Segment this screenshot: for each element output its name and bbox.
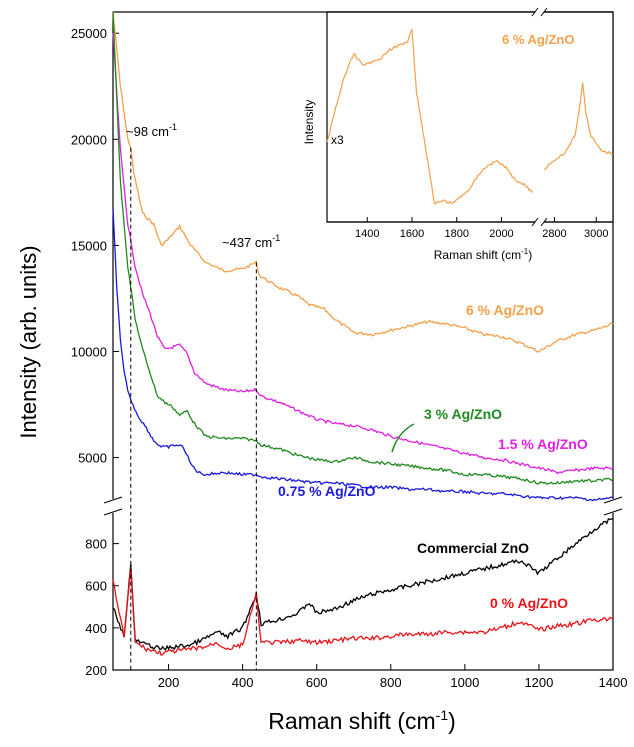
- x-tick-label: 400: [232, 675, 254, 690]
- peak-markers: [130, 147, 257, 670]
- y-axis-title: Intensity (arb. units): [16, 245, 41, 438]
- inset-break-gap: [535, 5, 544, 229]
- lower-plot-frame: [112, 511, 614, 671]
- y-tick-label-lower: 600: [85, 579, 107, 594]
- y-tick-label-upper: 25000: [71, 26, 107, 41]
- inset-series-line: [326, 27, 534, 205]
- x-tick-label: 1200: [524, 675, 553, 690]
- inset-break-mark-bottom-2: [540, 217, 548, 227]
- series-line: [112, 11, 614, 353]
- peak-label-98: ~98 cm-1: [126, 122, 177, 139]
- inset-x-tick-label: 1400: [355, 228, 379, 240]
- inset-series-group: [326, 27, 614, 205]
- y-tick-label-upper: 20000: [71, 132, 107, 147]
- y-tick-label-lower: 800: [85, 537, 107, 552]
- x-axis-title: Raman shift (cm-1): [268, 707, 456, 734]
- y-tick-label-upper: 15000: [71, 238, 107, 253]
- x-tick-label: 800: [380, 675, 402, 690]
- x-tick-label: 600: [306, 675, 328, 690]
- axis-break-mark-left-1: [103, 496, 123, 504]
- y-tick-label-lower: 200: [85, 663, 107, 678]
- x-tick-label: 1400: [599, 675, 628, 690]
- inset-break-mark-top-1: [531, 7, 539, 17]
- series-line: [112, 567, 614, 657]
- axis-break-mark-right-1: [603, 496, 623, 504]
- series-3pct-pointer: [391, 423, 415, 453]
- x-tick-label: 1000: [450, 675, 479, 690]
- inset-chart: 1400 1600 1800 2000 2800 3000 6 % Ag/ZnO x3 I…: [302, 5, 614, 262]
- inset-break-mark-bottom-1: [531, 217, 539, 227]
- inset-x-tick-label: 1600: [400, 228, 424, 240]
- series-label-0-75pct: 0.75 % Ag/ZnO: [278, 483, 376, 499]
- inset-x-tick-label: 2800: [542, 228, 566, 240]
- inset-y-axis-title: Intensity: [302, 100, 316, 145]
- inset-scale-note: x3: [331, 133, 344, 147]
- inset-series-line: [543, 82, 614, 171]
- inset-x-tick-label: 2000: [489, 228, 513, 240]
- peak-label-437: ~437 cm-1: [222, 233, 280, 250]
- axis-break-mark-left-2: [103, 508, 123, 516]
- axis-break-gap: [100, 499, 625, 513]
- series-line: [112, 517, 614, 651]
- y-tick-label-lower: 400: [85, 621, 107, 636]
- series-line: [112, 12, 614, 485]
- series-label-1-5pct: 1.5 % Ag/ZnO: [498, 436, 588, 452]
- main-series-group: [112, 11, 614, 657]
- y-tick-label-upper: 5000: [78, 451, 107, 466]
- inset-title: 6 % Ag/ZnO: [502, 32, 574, 47]
- series-label-commercial: Commercial ZnO: [417, 540, 529, 556]
- inset-x-tick-label: 3000: [584, 228, 608, 240]
- series-label-6pct: 6 % Ag/ZnO: [466, 302, 544, 318]
- axis-break-mark-right-2: [603, 508, 623, 516]
- inset-break-mark-top-2: [540, 7, 548, 17]
- inset-axis-ticks: 1400 1600 1800 2000 2800 3000: [355, 217, 609, 240]
- y-tick-label-upper: 10000: [71, 344, 107, 359]
- inset-x-axis-title: Raman shift (cm-1): [434, 247, 532, 262]
- inset-x-tick-label: 1800: [444, 228, 468, 240]
- series-line: [112, 208, 614, 502]
- main-axis-ticks: 200 400 600 800 1000 1200 1400 5000 10000 15000 20…: [71, 26, 628, 690]
- series-line: [112, 33, 614, 475]
- inset-frame: [326, 11, 614, 223]
- series-label-3pct: 3 % Ag/ZnO: [424, 406, 502, 422]
- x-tick-label: 200: [158, 675, 180, 690]
- series-label-0pct: 0 % Ag/ZnO: [490, 595, 568, 611]
